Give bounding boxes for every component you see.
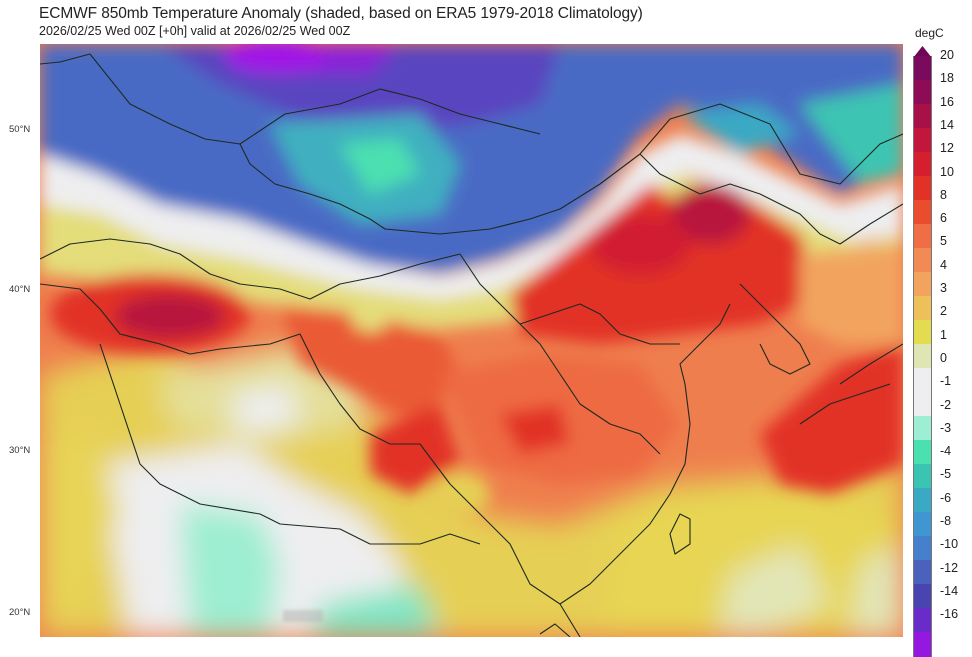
colorbar-segment bbox=[913, 536, 932, 561]
colorbar-segment bbox=[913, 464, 932, 489]
colorbar-segment bbox=[913, 248, 932, 273]
colorbar-segment bbox=[913, 272, 932, 297]
colorbar-segment bbox=[913, 152, 932, 177]
latitude-label-30n: 30°N bbox=[9, 445, 31, 456]
colorbar-segment bbox=[913, 368, 932, 393]
latitude-label-20n: 20°N bbox=[9, 607, 31, 618]
colorbar-segment bbox=[913, 344, 932, 369]
country-borders bbox=[40, 53, 903, 637]
colorbar-segment bbox=[913, 584, 932, 609]
colorbar-tick-label: 20 bbox=[940, 48, 954, 62]
colorbar-tick-label: -1 bbox=[940, 374, 952, 389]
colorbar-tick-label: 2 bbox=[940, 304, 947, 319]
anomaly-field bbox=[40, 44, 903, 637]
colorbar-segment bbox=[913, 128, 932, 153]
colorbar-tick-label: 0 bbox=[940, 350, 947, 365]
colorbar-segment bbox=[913, 104, 932, 129]
colorbar-unit: degC bbox=[915, 26, 944, 40]
colorbar-segment bbox=[913, 608, 932, 633]
colorbar-tick-label: 4 bbox=[940, 257, 947, 272]
colorbar-segment bbox=[913, 200, 932, 225]
colorbar-tick-label: 12 bbox=[940, 141, 954, 156]
latitude-label-40n: 40°N bbox=[9, 284, 31, 295]
colorbar-segment bbox=[913, 416, 932, 441]
colorbar-tick-label: -8 bbox=[940, 514, 952, 528]
colorbar-segment bbox=[913, 176, 932, 201]
colorbar-tick-label: 1 bbox=[940, 327, 947, 342]
colorbar-tick-label: -4 bbox=[940, 444, 952, 459]
colorbar-tick-label: 14 bbox=[940, 117, 954, 132]
colorbar-tick-label: 8 bbox=[940, 187, 947, 202]
colorbar-arrow-icon bbox=[913, 46, 932, 58]
colorbar-segment bbox=[913, 440, 932, 465]
colorbar-segment bbox=[913, 560, 932, 585]
colorbar-tick-label: 18 bbox=[940, 71, 954, 86]
chart-title: ECMWF 850mb Temperature Anomaly (shaded,… bbox=[39, 5, 643, 22]
colorbar-segment bbox=[913, 80, 932, 105]
colorbar-tick-label: 3 bbox=[940, 281, 947, 295]
temperature-anomaly-map bbox=[40, 44, 903, 637]
colorbar-segment bbox=[913, 224, 932, 249]
colorbar-tick-label: 10 bbox=[940, 164, 954, 179]
colorbar-segment bbox=[913, 392, 932, 417]
colorbar-tick-label: -10 bbox=[940, 537, 959, 552]
colorbar-tick-label: -2 bbox=[940, 397, 952, 412]
colorbar-segment bbox=[913, 296, 932, 321]
colorbar-segment bbox=[913, 488, 932, 513]
valid-time-subtitle: 2026/02/25 Wed 00Z [+0h] valid at 2026/0… bbox=[39, 24, 351, 38]
colorbar-tick-label: -16 bbox=[940, 607, 959, 622]
colorbar-tick-label: -3 bbox=[940, 420, 952, 435]
colorbar-tick-label: -14 bbox=[940, 583, 959, 598]
latitude-label-50n: 50°N bbox=[9, 124, 31, 135]
colorbar-tick-label: 5 bbox=[940, 234, 947, 249]
watermark-blur bbox=[283, 610, 323, 622]
colorbar-segment bbox=[913, 632, 932, 657]
colorbar bbox=[913, 46, 932, 657]
colorbar-tick-label: -5 bbox=[940, 467, 952, 482]
colorbar-segment bbox=[913, 512, 932, 537]
colorbar-tick-label: -6 bbox=[940, 490, 952, 505]
colorbar-tick-label: -12 bbox=[940, 560, 959, 575]
colorbar-tick-label: 16 bbox=[940, 94, 954, 109]
colorbar-segment bbox=[913, 56, 932, 81]
colorbar-tick-label: 6 bbox=[940, 211, 947, 226]
colorbar-segment bbox=[913, 320, 932, 345]
